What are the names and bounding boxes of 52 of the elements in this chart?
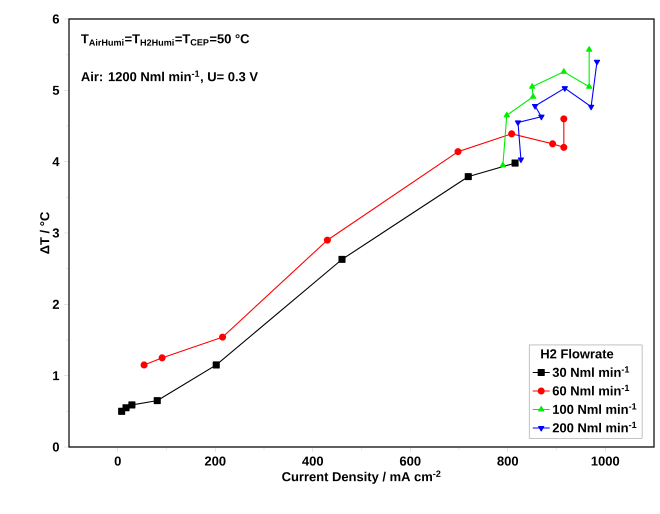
y-tick-label: 0 [52,442,59,452]
x-tick-label: 600 [400,456,421,466]
point [586,83,592,89]
annotation: Air: 1200 Nml min$^{-1}$, U= 0.3 V [81,70,258,84]
x-tick-label: 400 [302,456,324,466]
point [140,361,148,369]
legend-label: 100 Nml min$^{-1}$ [553,403,636,414]
legend-label: 60 Nml min$^{-1}$ [552,384,630,396]
point [586,46,592,52]
y-tick-label: 3 [52,228,60,238]
y-tick-label: 5 [52,86,60,95]
legend-label: 30 Nml min$^{-1}$ [552,366,630,377]
x-tick-label: 200 [204,456,226,466]
legend-title: H2 Flowrate [541,348,614,358]
point [549,140,556,148]
legend-label: 200 Nml min$^{-1}$ [552,422,636,432]
point [518,157,524,164]
point [464,173,472,180]
x-tick-label: 1000 [592,456,620,466]
point [560,144,568,151]
point [514,120,522,126]
point [122,404,130,412]
x-axis-title: Current Density / mA cm$^{-2}$ [282,470,440,484]
point [338,256,346,263]
point [128,401,136,408]
point [454,148,462,156]
point [588,104,594,110]
point [158,354,166,362]
x-tick-label: 800 [497,456,518,466]
point [560,115,568,122]
y-axis-title: ΔT / °C [40,212,50,254]
point [219,334,226,341]
point [512,160,519,167]
point [504,112,510,118]
point [538,114,545,120]
point [594,60,600,66]
point [500,162,506,168]
y-tick-label: 6 [52,14,60,24]
point [324,236,331,244]
annotation: T$_{AirHumi}$=T$_{H2Humi}$=T$_{CEP}$=50 °C [81,34,250,46]
point [154,397,161,404]
y-tick-label: 1 [53,371,60,380]
point [562,86,568,92]
x-tick-label: 0 [114,456,121,466]
point [560,68,567,74]
point [508,130,516,138]
point [530,93,536,99]
point [528,83,536,89]
y-tick-label: 4 [52,157,60,166]
point [212,361,220,369]
point [532,104,538,110]
y-tick-label: 2 [52,300,59,309]
